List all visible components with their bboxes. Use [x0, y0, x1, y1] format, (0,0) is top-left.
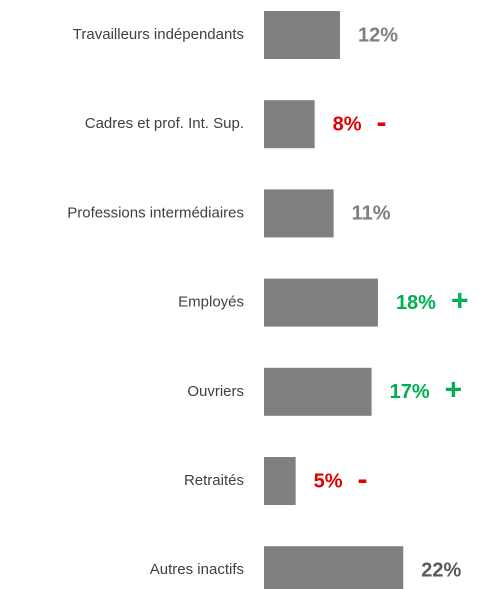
category-label: Employés: [178, 294, 244, 311]
bar: [264, 189, 334, 238]
value-label: 22%: [421, 559, 461, 581]
value-label: 11%: [352, 203, 391, 225]
change-marker: -: [358, 463, 368, 496]
value-label: 12%: [358, 24, 398, 46]
category-label: Travailleurs indépendants: [73, 26, 244, 43]
bar: [264, 457, 296, 505]
change-marker: +: [451, 285, 469, 318]
bar: [264, 11, 340, 59]
category-label: Professions intermédiaires: [67, 204, 244, 221]
value-label: 5%: [314, 470, 343, 492]
value-label: 8%: [333, 113, 362, 135]
bar: [264, 100, 315, 149]
category-label: Cadres et prof. Int. Sup.: [85, 115, 244, 132]
bar: [264, 278, 378, 327]
change-marker: +: [445, 374, 463, 407]
value-label: 17%: [390, 381, 430, 403]
bar: [264, 367, 372, 416]
category-label: Retraités: [184, 472, 244, 489]
bar: [264, 546, 404, 589]
value-label: 18%: [396, 292, 436, 314]
category-label: Ouvriers: [187, 383, 244, 400]
category-label: Autres inactifs: [150, 561, 244, 578]
change-marker: -: [377, 106, 387, 139]
